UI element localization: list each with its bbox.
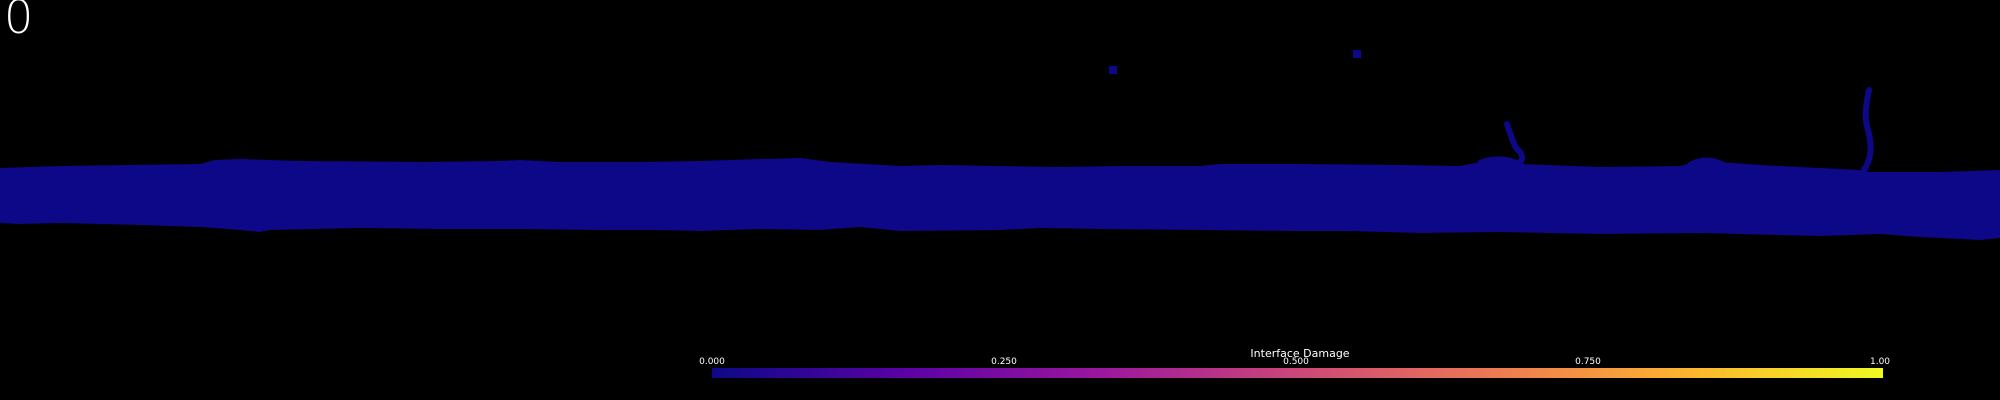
colorbar-tick-label: 0.250 xyxy=(991,357,1017,367)
colorbar-title: Interface Damage xyxy=(1250,347,1350,360)
interface-band xyxy=(0,158,2000,240)
colorbar-tick-label: 0.500 xyxy=(1283,357,1309,367)
surface-ripple xyxy=(1478,156,1524,167)
colorbar-tick-label: 0.750 xyxy=(1575,357,1601,367)
fragment xyxy=(1353,50,1361,58)
surface-ripple xyxy=(1688,157,1726,166)
fragment xyxy=(1109,66,1117,74)
colorbar-tick-label: 0.000 xyxy=(699,357,725,367)
colorbar-gradient xyxy=(712,368,1883,378)
fiber-curl xyxy=(1861,87,1874,173)
frame-counter: 0 xyxy=(4,0,34,44)
colorbar-tick-label: 1.00 xyxy=(1869,357,1891,367)
